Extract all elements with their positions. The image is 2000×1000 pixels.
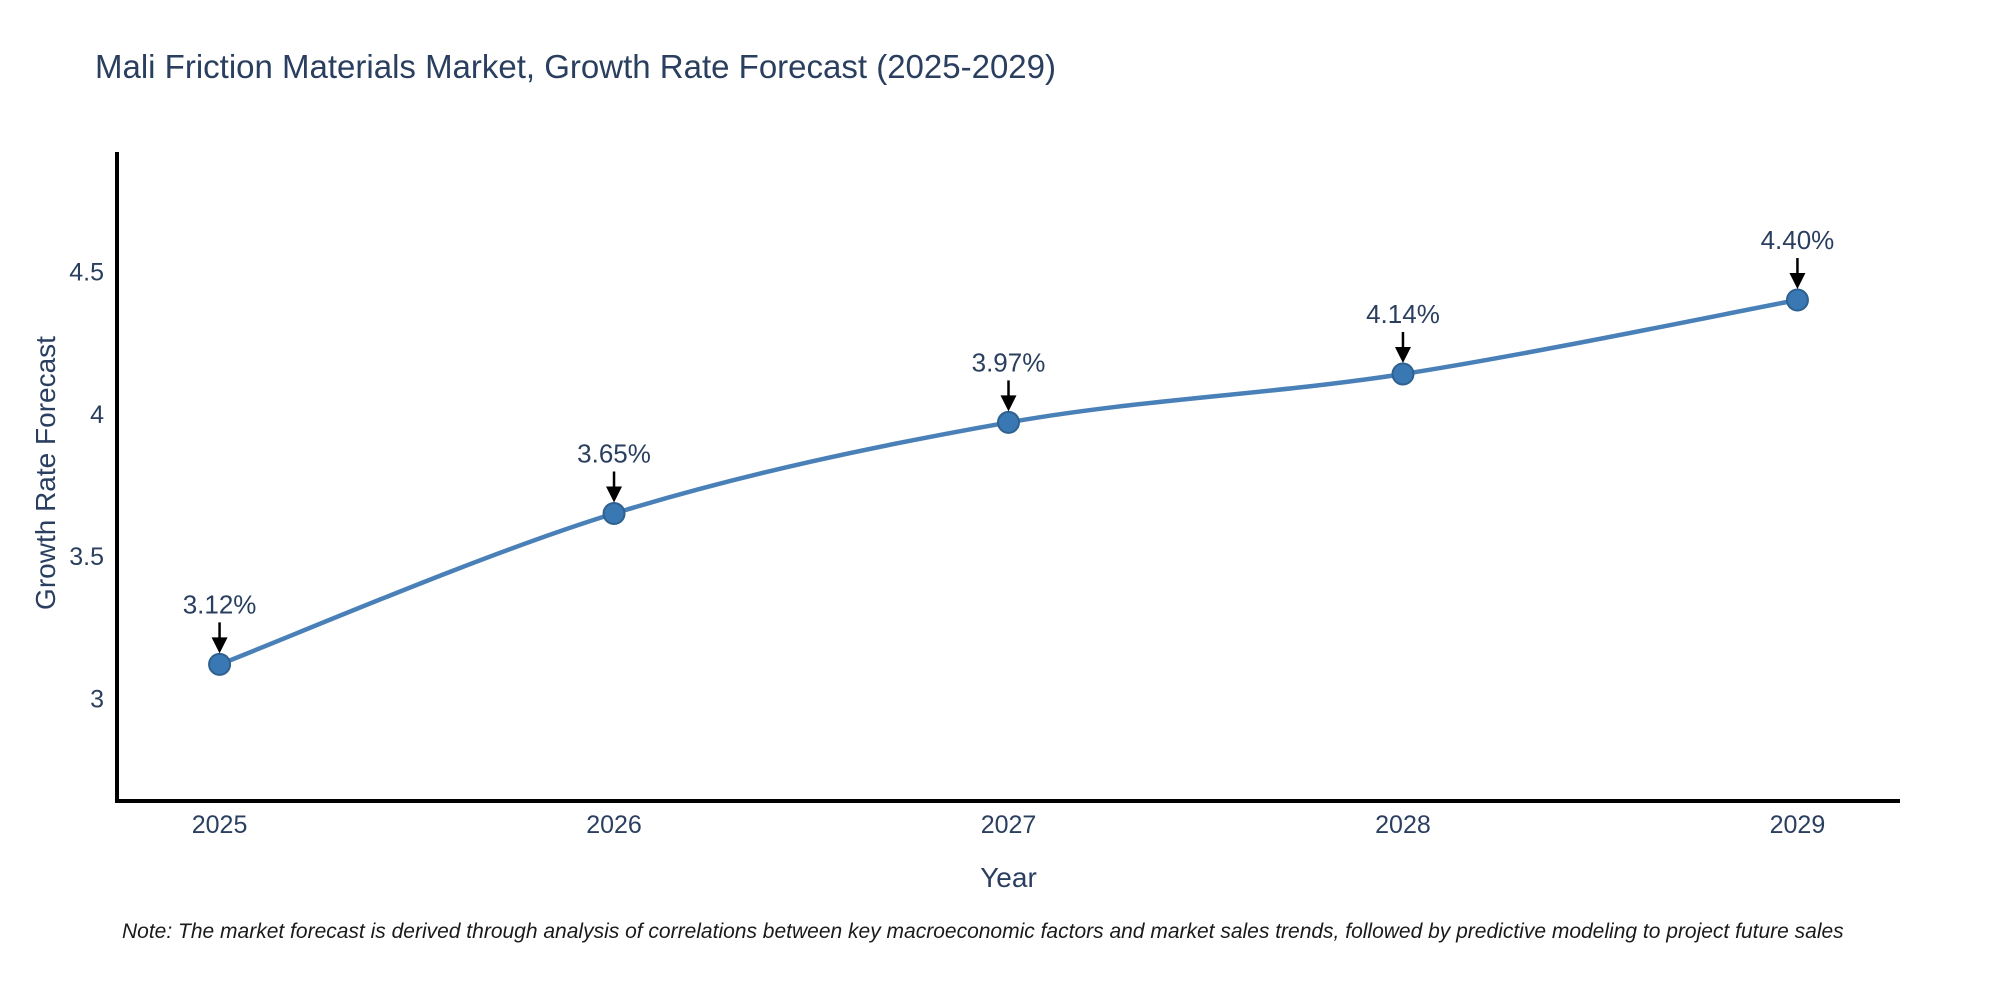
data-point-label: 4.14% xyxy=(1366,299,1440,329)
data-point-marker xyxy=(208,652,232,676)
y-tick-label: 4 xyxy=(90,401,104,429)
y-tick-label: 4.5 xyxy=(69,259,104,287)
x-tick-label: 2027 xyxy=(981,811,1037,839)
x-axis-title: Year xyxy=(980,862,1037,893)
x-tick-label: 2029 xyxy=(1770,811,1826,839)
data-point-marker xyxy=(602,502,626,526)
x-tick-label: 2026 xyxy=(586,811,642,839)
x-tick-label: 2025 xyxy=(192,811,248,839)
annotation-arrow-head xyxy=(606,486,623,503)
data-point-marker xyxy=(997,410,1020,434)
axis-lines xyxy=(115,152,1900,803)
data-point-marker xyxy=(1785,288,1809,312)
x-tick-label: 2028 xyxy=(1375,811,1431,839)
data-point-label: 3.12% xyxy=(183,589,257,619)
annotation-arrow-head xyxy=(1789,273,1806,290)
y-tick-label: 3 xyxy=(90,686,104,714)
chart-title: Mali Friction Materials Market, Growth R… xyxy=(95,48,1056,85)
annotation-arrow-head xyxy=(1000,395,1017,412)
footnote: Note: The market forecast is derived thr… xyxy=(122,920,1844,943)
annotation-arrow-head xyxy=(1394,347,1411,364)
annotation-arrow-head xyxy=(211,637,228,654)
data-point-label: 4.40% xyxy=(1761,225,1835,255)
data-point-marker xyxy=(1391,362,1415,386)
data-point-label: 3.97% xyxy=(972,347,1046,377)
data-point-label: 3.65% xyxy=(577,439,651,469)
y-tick-label: 3.5 xyxy=(69,543,104,571)
